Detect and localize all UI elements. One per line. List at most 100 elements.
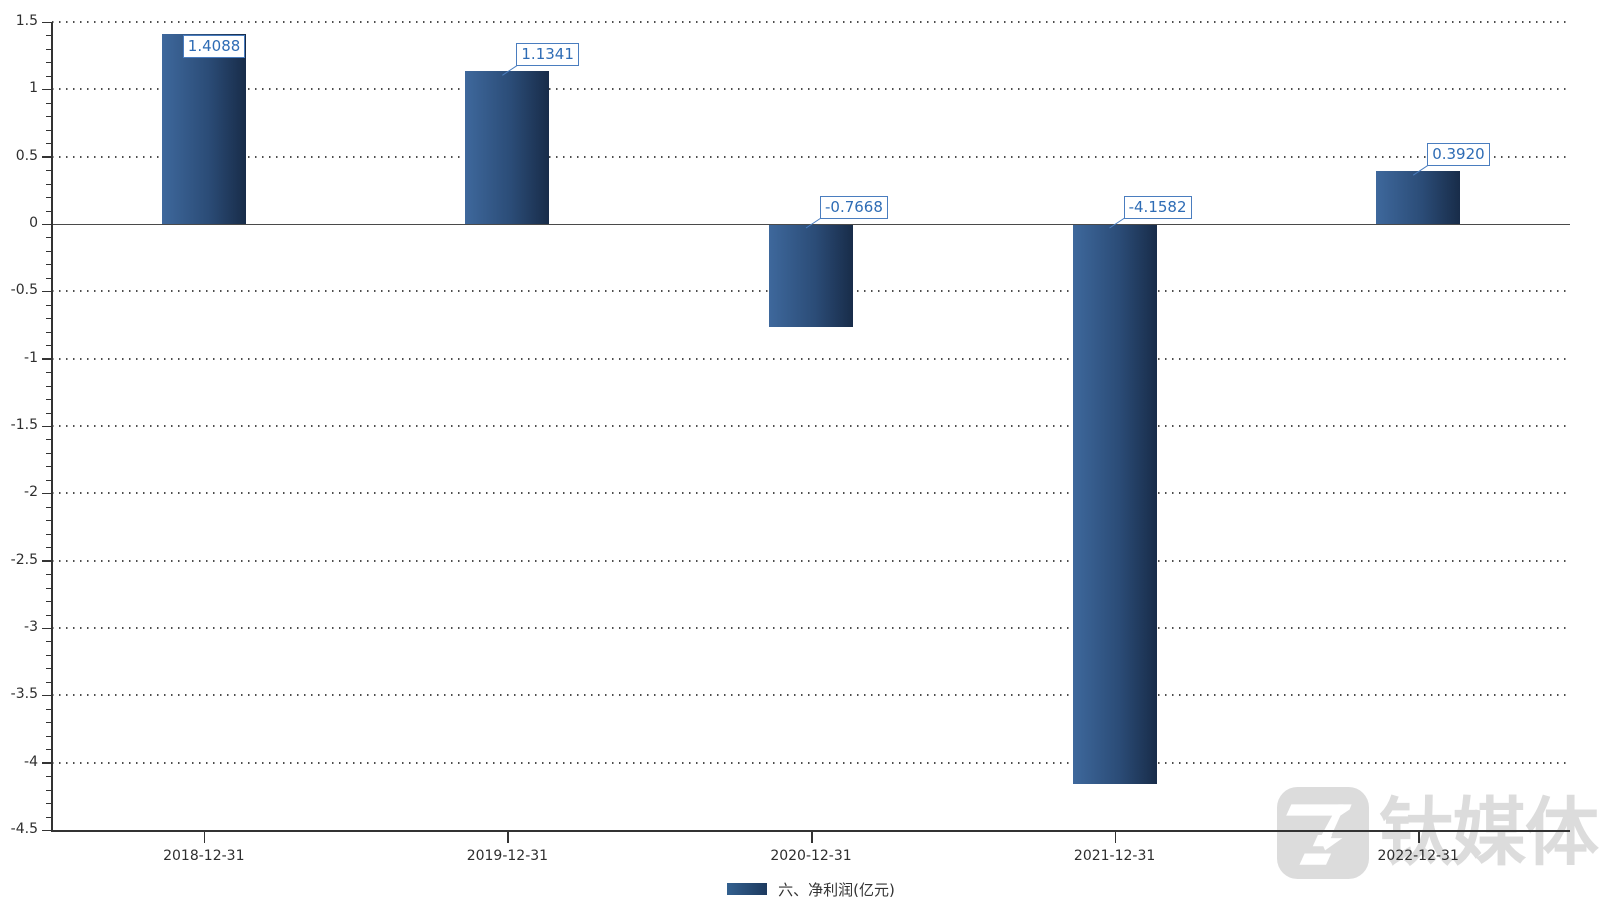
x-axis-label: 2019-12-31 [466,848,549,864]
x-tick [811,832,813,843]
y-axis-label: -3 [24,619,38,635]
y-tick [42,88,52,91]
value-label: -0.7668 [820,196,888,219]
bar[interactable] [465,71,550,224]
y-minor-tick [46,372,52,374]
y-minor-tick [46,237,52,239]
y-minor-tick [46,399,52,401]
y-minor-tick [46,520,52,522]
y-minor-tick [46,587,52,589]
y-axis-label: -0.5 [10,282,38,299]
y-minor-tick [46,345,52,347]
gridline [52,694,1570,697]
y-minor-tick [46,574,52,576]
y-minor-tick [46,466,52,468]
watermark-text: 钛媒体 [1379,790,1599,876]
y-tick [42,425,52,427]
y-minor-tick [46,506,52,508]
x-axis-label: 2021-12-31 [1073,848,1156,864]
bar[interactable] [1376,171,1461,224]
gridline [52,761,1570,764]
legend-label: 六、净利润(亿元) [778,880,895,899]
y-minor-tick [46,533,52,535]
y-tick [42,492,52,495]
value-label: 0.3920 [1427,143,1490,167]
y-tick [42,627,52,629]
y-minor-tick [46,654,52,656]
watermark: 钛媒体 [1277,787,1599,879]
y-minor-tick [46,385,52,387]
y-minor-tick [46,277,52,279]
y-minor-tick [46,749,52,751]
y-minor-tick [46,776,52,778]
x-axis-label: 2018-12-31 [163,848,245,864]
y-axis-label: -1.5 [10,417,38,433]
y-minor-tick [46,708,52,710]
legend-item[interactable]: 六、净利润(亿元) [52,878,1570,900]
tmtpost-logo-icon [1277,787,1369,879]
gridline [52,425,1570,427]
y-minor-tick [46,170,52,172]
value-label: 1.4088 [182,35,246,59]
y-axis-label: -1 [24,349,38,366]
y-minor-tick [46,439,52,441]
gridline [52,492,1570,495]
y-minor-tick [46,331,52,333]
gridline [52,627,1570,629]
x-axis-line [51,830,1570,832]
y-tick [42,156,52,158]
y-minor-tick [46,183,52,185]
y-minor-tick [46,250,52,252]
y-tick [42,829,52,831]
y-minor-tick [46,412,52,414]
bar[interactable] [769,224,853,328]
y-minor-tick [46,789,52,791]
zero-gridline [52,223,1570,225]
y-minor-tick [46,479,52,481]
y-axis-label: -4.5 [10,821,38,837]
gridline [52,155,1570,158]
y-axis-label: 0.5 [15,147,38,164]
y-minor-tick [46,318,52,320]
x-tick [1114,832,1117,843]
y-minor-tick [46,75,52,77]
y-tick [42,290,52,293]
gridline [52,357,1570,360]
y-minor-tick [46,129,52,131]
y-minor-tick [46,304,52,306]
gridline [52,21,1570,23]
gridline [52,559,1570,562]
y-minor-tick [46,681,52,683]
bar[interactable] [161,34,246,224]
y-tick [42,223,52,225]
y-tick [42,358,52,360]
value-label: -4.1582 [1123,196,1192,219]
y-tick [42,762,52,764]
y-minor-tick [46,614,52,616]
y-axis-label: 1 [29,80,38,97]
y-minor-tick [46,547,52,549]
y-minor-tick [46,62,52,64]
y-minor-tick [46,735,52,737]
y-minor-tick [46,452,52,454]
y-axis-label: -2.5 [10,551,38,568]
y-tick [42,694,52,697]
gridline [52,88,1570,91]
y-minor-tick [46,641,52,643]
x-tick [507,832,509,843]
y-minor-tick [46,143,52,145]
y-minor-tick [46,803,52,805]
y-minor-tick [46,102,52,104]
x-tick [1418,832,1420,843]
y-tick [42,21,52,23]
y-minor-tick [46,197,52,199]
x-axis-label: 2020-12-31 [770,848,852,864]
y-axis-label: -2 [24,484,38,501]
y-minor-tick [46,816,52,818]
y-axis-label: 1.5 [15,13,38,29]
bar[interactable] [1072,224,1157,784]
y-tick [42,560,52,562]
y-axis-label: 0 [29,215,38,231]
